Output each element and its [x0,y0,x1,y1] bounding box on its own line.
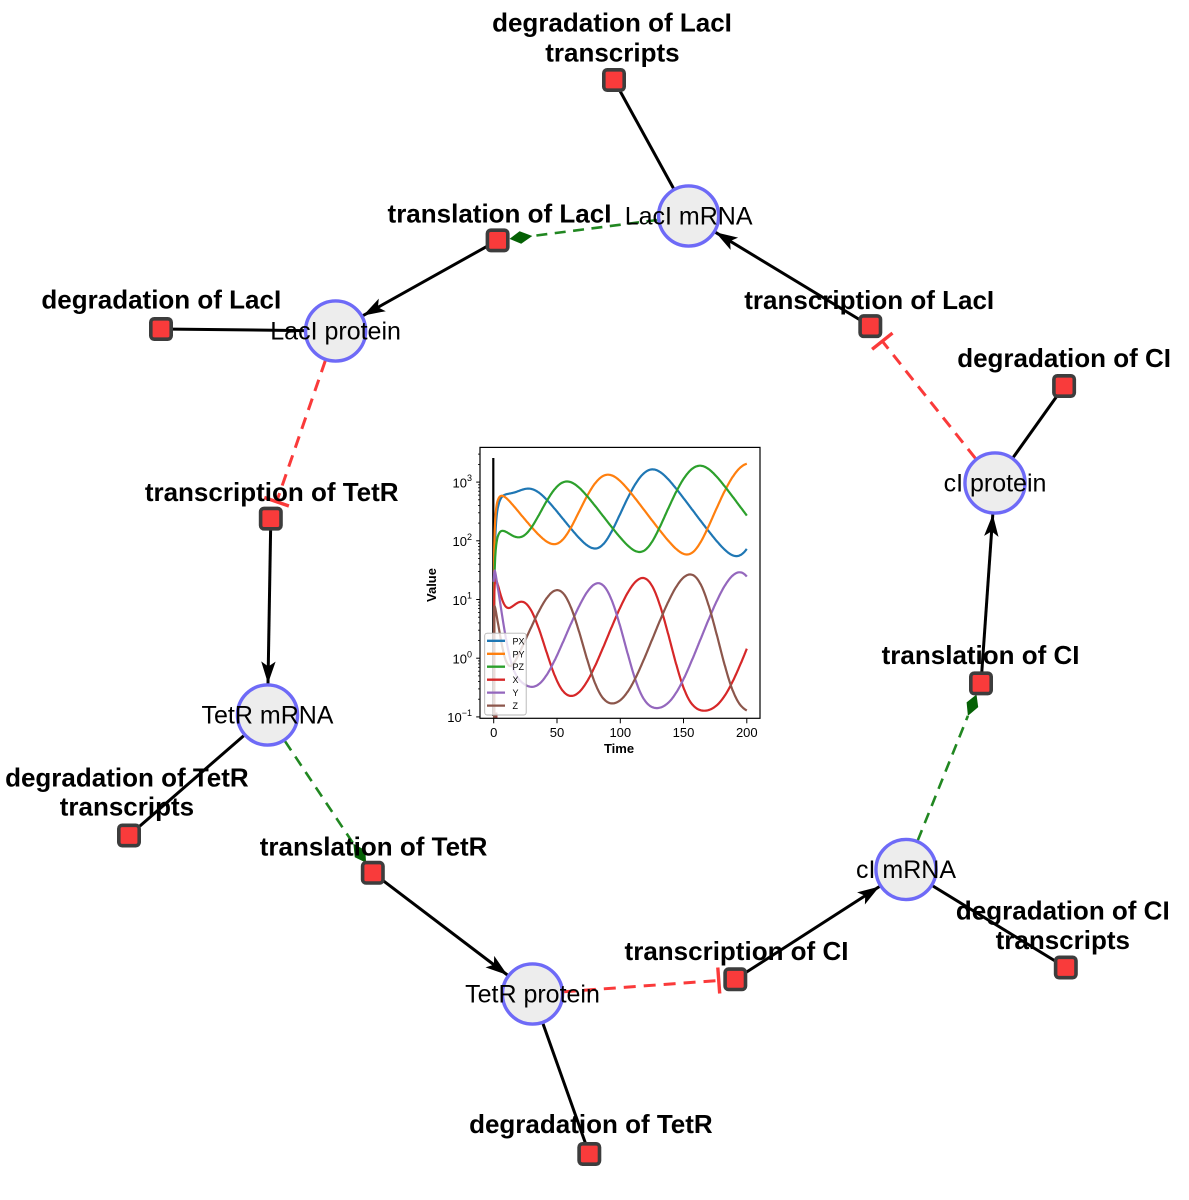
svg-text:transcripts: transcripts [996,925,1130,955]
svg-text:200: 200 [736,725,758,740]
svg-text:X: X [513,675,519,685]
svg-text:translation of LacI: translation of LacI [388,198,612,228]
svg-text:150: 150 [673,725,695,740]
svg-text:degradation of CI: degradation of CI [956,896,1170,926]
svg-text:transcripts: transcripts [60,791,194,821]
svg-text:LacI mRNA: LacI mRNA [625,203,753,231]
svg-text:50: 50 [550,725,564,740]
svg-text:Y: Y [513,688,519,698]
svg-text:cI protein: cI protein [944,470,1047,498]
svg-text:transcription of CI: transcription of CI [625,936,849,966]
svg-text:degradation of TetR: degradation of TetR [5,763,249,793]
svg-text:degradation of TetR: degradation of TetR [469,1109,713,1139]
svg-text:PY: PY [513,649,525,659]
svg-text:cI mRNA: cI mRNA [856,856,956,884]
svg-text:transcription of LacI: transcription of LacI [744,285,994,315]
svg-text:Value: Value [424,568,439,602]
svg-text:translation of CI: translation of CI [882,640,1080,670]
svg-text:transcripts: transcripts [545,37,679,67]
svg-text:transcription of TetR: transcription of TetR [145,477,399,507]
svg-text:TetR mRNA: TetR mRNA [202,702,334,730]
svg-text:degradation of CI: degradation of CI [957,343,1171,373]
svg-text:degradation of LacI: degradation of LacI [41,285,281,315]
svg-text:LacI protein: LacI protein [270,318,401,346]
svg-text:PX: PX [513,636,525,646]
svg-text:Z: Z [513,701,519,711]
svg-text:0: 0 [490,725,497,740]
svg-text:TetR protein: TetR protein [465,981,600,1009]
svg-text:100: 100 [609,725,631,740]
svg-text:Time: Time [604,741,634,756]
svg-text:PZ: PZ [513,662,525,672]
svg-text:degradation of LacI: degradation of LacI [492,8,732,38]
svg-text:translation of TetR: translation of TetR [260,831,488,861]
